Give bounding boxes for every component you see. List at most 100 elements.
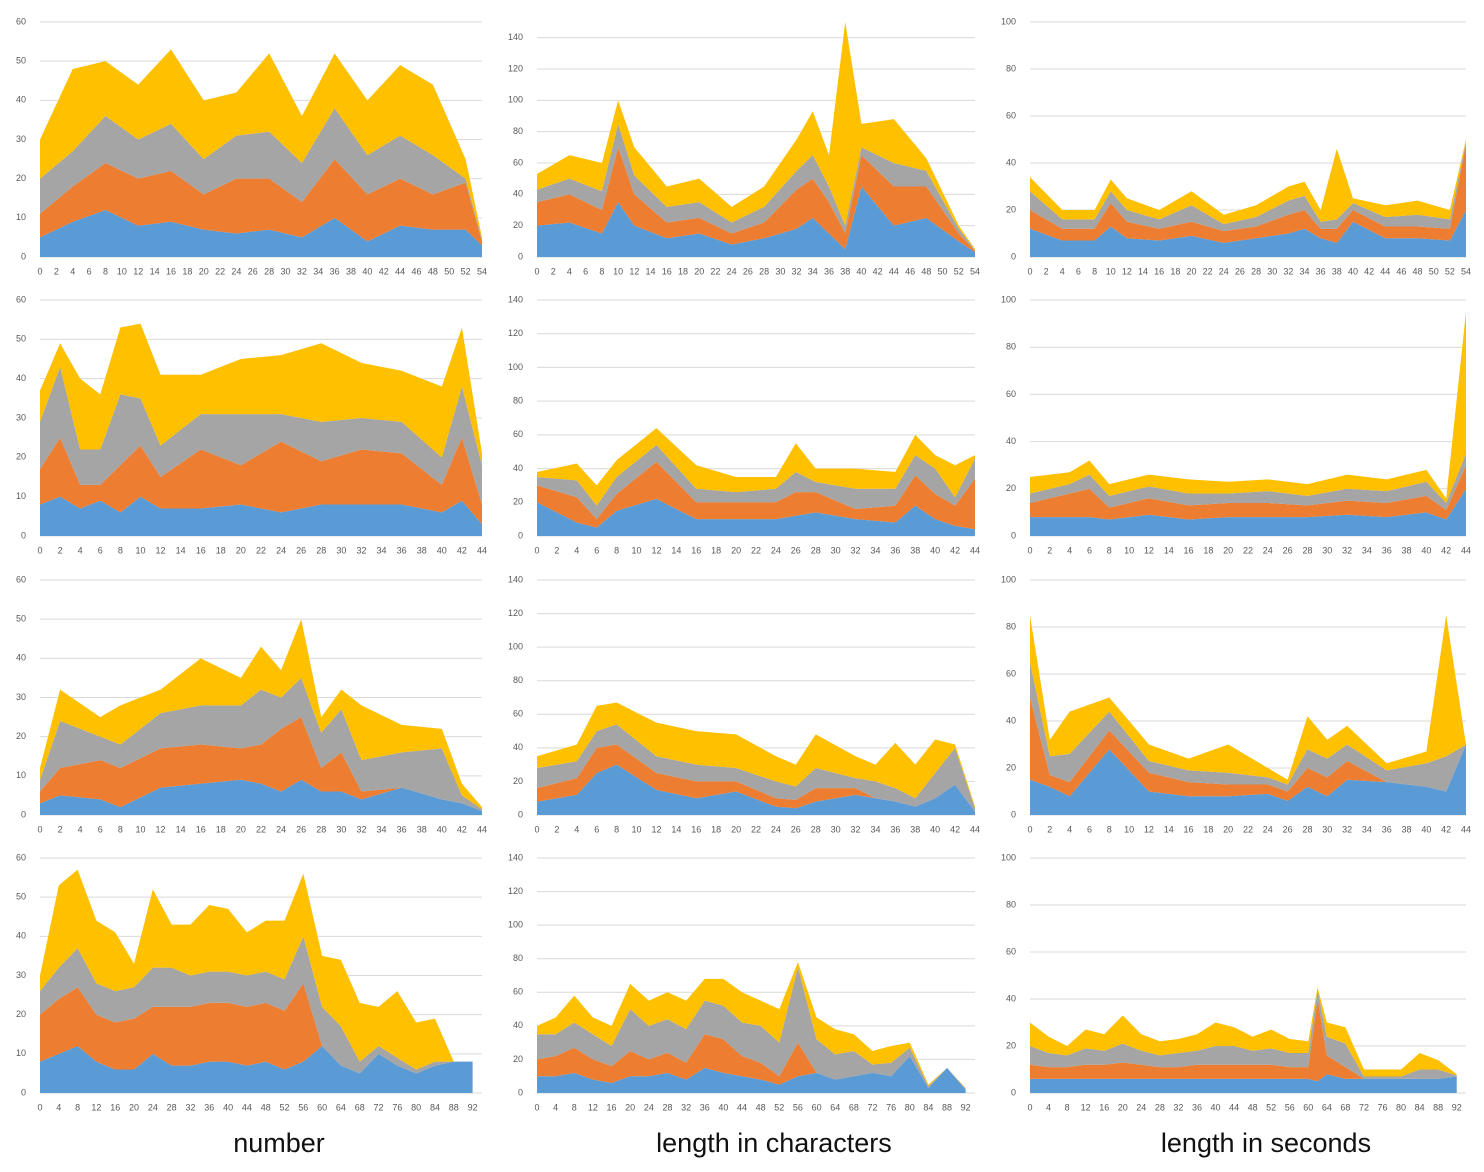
area-series <box>537 967 966 1090</box>
x-tick-label: 10 <box>632 824 642 834</box>
y-tick-label: 40 <box>16 373 26 383</box>
y-tick-label: 0 <box>21 1087 26 1097</box>
area-series <box>537 123 975 251</box>
x-tick-label: 80 <box>905 1102 915 1112</box>
y-tick-label: 50 <box>16 334 26 344</box>
x-tick-label: 68 <box>849 1102 859 1112</box>
x-tick-label: 32 <box>356 824 366 834</box>
y-tick-label: 80 <box>513 953 523 963</box>
area-series <box>40 779 482 815</box>
x-tick-label: 60 <box>1303 1102 1313 1112</box>
x-tick-label: 42 <box>1364 266 1374 276</box>
x-tick-label: 26 <box>791 545 801 555</box>
x-tick-label: 12 <box>133 266 143 276</box>
x-tick-label: 52 <box>1266 1102 1276 1112</box>
y-tick-label: 100 <box>1001 294 1016 304</box>
y-tick-label: 100 <box>1001 852 1016 862</box>
y-tick-label: 140 <box>508 852 523 862</box>
x-tick-label: 76 <box>392 1102 402 1112</box>
x-tick-label: 10 <box>1124 545 1134 555</box>
x-tick-label: 2 <box>58 824 63 834</box>
x-tick-label: 10 <box>632 545 642 555</box>
x-tick-label: 32 <box>792 266 802 276</box>
x-tick-label: 8 <box>599 266 604 276</box>
area-series <box>1030 697 1466 801</box>
x-tick-label: 32 <box>356 545 366 555</box>
area-series <box>537 724 975 812</box>
y-tick-label: 60 <box>513 157 523 167</box>
x-tick-label: 88 <box>449 1102 459 1112</box>
x-tick-label: 40 <box>930 824 940 834</box>
x-tick-label: 30 <box>1322 824 1332 834</box>
x-tick-label: 92 <box>1452 1102 1462 1112</box>
x-tick-label: 22 <box>1243 824 1253 834</box>
y-tick-label: 30 <box>16 134 26 144</box>
area-series <box>537 498 975 536</box>
y-tick-label: 20 <box>1006 1040 1016 1050</box>
y-tick-label: 60 <box>1006 389 1016 399</box>
x-tick-label: 42 <box>950 545 960 555</box>
x-tick-label: 14 <box>176 824 186 834</box>
x-tick-label: 10 <box>135 824 145 834</box>
x-tick-label: 20 <box>199 266 209 276</box>
x-tick-label: 8 <box>103 266 108 276</box>
area-series <box>40 49 482 240</box>
area-series <box>1030 453 1466 511</box>
x-tick-label: 60 <box>812 1102 822 1112</box>
x-tick-label: 40 <box>1421 824 1431 834</box>
x-tick-label: 36 <box>824 266 834 276</box>
x-tick-label: 68 <box>1340 1102 1350 1112</box>
y-tick-label: 40 <box>16 95 26 105</box>
area-series <box>1030 465 1466 520</box>
y-tick-label: 0 <box>1011 530 1016 540</box>
y-tick-label: 80 <box>1006 63 1016 73</box>
y-tick-label: 20 <box>16 731 26 741</box>
y-tick-label: 10 <box>16 1048 26 1058</box>
x-tick-label: 30 <box>775 266 785 276</box>
x-tick-label: 36 <box>1382 824 1392 834</box>
x-tick-label: 48 <box>756 1102 766 1112</box>
x-tick-label: 20 <box>236 545 246 555</box>
x-tick-label: 4 <box>56 1102 61 1112</box>
x-tick-label: 8 <box>118 545 123 555</box>
x-tick-label: 38 <box>910 545 920 555</box>
y-tick-label: 20 <box>513 1054 523 1064</box>
x-tick-label: 8 <box>1107 545 1112 555</box>
y-tick-label: 120 <box>508 328 523 338</box>
x-tick-label: 42 <box>950 824 960 834</box>
y-tick-label: 50 <box>16 614 26 624</box>
x-tick-label: 16 <box>166 266 176 276</box>
x-tick-label: 30 <box>1267 266 1277 276</box>
y-tick-label: 20 <box>1006 762 1016 772</box>
y-tick-label: 100 <box>1001 16 1016 26</box>
y-tick-label: 0 <box>21 251 26 261</box>
x-tick-label: 22 <box>256 824 266 834</box>
x-tick-label: 36 <box>330 266 340 276</box>
area-series <box>40 936 473 1074</box>
x-tick-label: 38 <box>417 545 427 555</box>
area-series <box>1030 210 1466 257</box>
area-series <box>1030 987 1457 1077</box>
x-tick-label: 6 <box>1076 266 1081 276</box>
x-tick-label: 34 <box>377 824 387 834</box>
x-tick-label: 42 <box>1441 824 1451 834</box>
x-tick-label: 46 <box>412 266 422 276</box>
x-tick-label: 0 <box>534 1102 539 1112</box>
x-tick-label: 20 <box>1186 266 1196 276</box>
x-tick-label: 40 <box>930 545 940 555</box>
y-tick-label: 20 <box>16 452 26 462</box>
x-tick-label: 42 <box>379 266 389 276</box>
y-tick-label: 120 <box>508 608 523 618</box>
area-series <box>40 677 482 812</box>
x-tick-label: 12 <box>651 545 661 555</box>
y-tick-label: 40 <box>1006 715 1016 725</box>
x-tick-label: 32 <box>185 1102 195 1112</box>
x-tick-label: 0 <box>1027 545 1032 555</box>
x-tick-label: 10 <box>613 266 623 276</box>
x-tick-label: 0 <box>534 266 539 276</box>
x-tick-label: 36 <box>397 824 407 834</box>
x-tick-label: 28 <box>1302 824 1312 834</box>
x-tick-label: 16 <box>196 824 206 834</box>
x-tick-label: 34 <box>870 545 880 555</box>
y-tick-label: 0 <box>518 809 523 819</box>
